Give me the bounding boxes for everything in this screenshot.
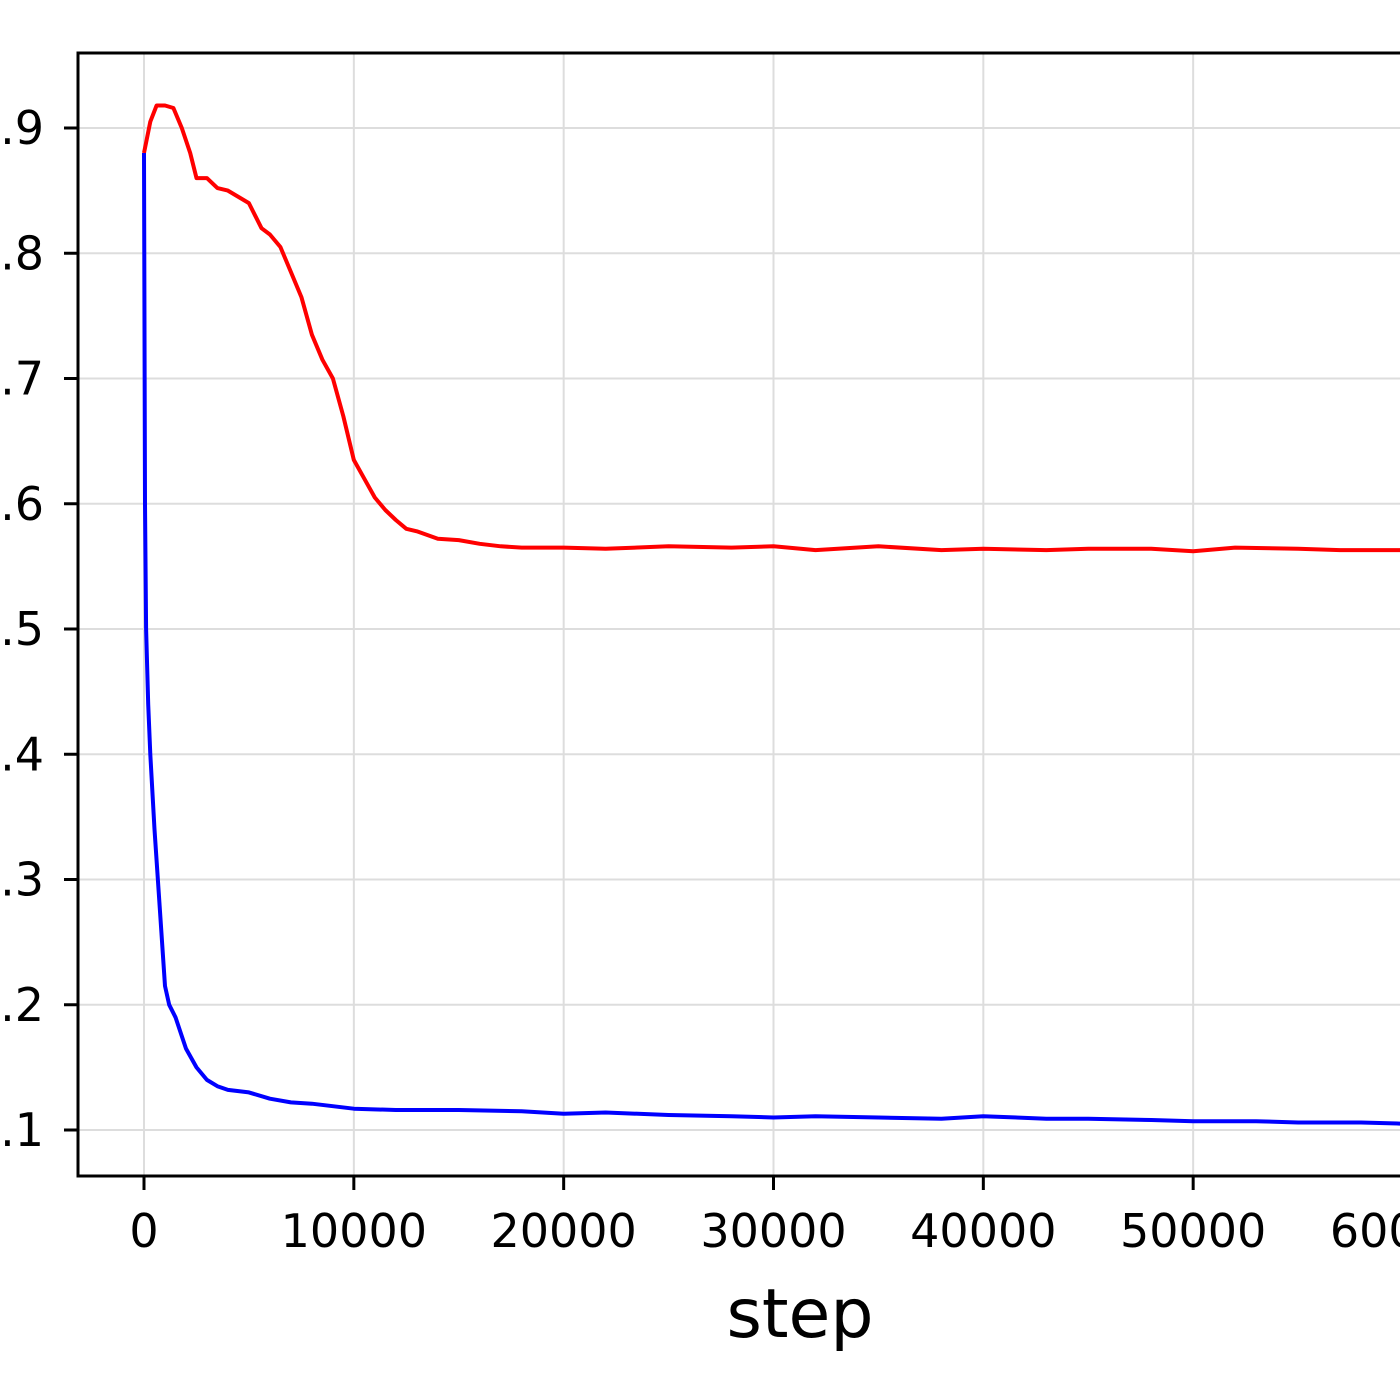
series-lines (142, 103, 1400, 1126)
series-line-1 (142, 152, 1400, 1126)
y-tick-label: 0.9 (0, 101, 44, 155)
y-tick-label: 0.5 (0, 602, 44, 656)
ticks: 0 10000 20000 30000 40000 50000 60000 0.1 0.2 0.3… (0, 101, 1400, 1258)
x-tick-label: 40000 (910, 1204, 1056, 1258)
y-tick-label: 0.2 (0, 978, 44, 1032)
y-tick-label: 0.4 (0, 727, 44, 781)
series-line-0 (142, 103, 1400, 554)
x-tick-label: 0 (129, 1204, 158, 1258)
grid (78, 53, 1400, 1176)
y-tick-label: 0.7 (0, 352, 44, 406)
x-tick-label: 50000 (1120, 1204, 1266, 1258)
y-tick-label: 0.1 (0, 1103, 44, 1157)
x-axis-label: step (726, 1275, 873, 1354)
x-tick-label: 60000 (1330, 1204, 1400, 1258)
y-tick-label: 0.8 (0, 226, 44, 280)
plot-frame (76, 51, 1400, 1178)
y-tick-label: 0.3 (0, 853, 44, 907)
x-tick-label: 30000 (700, 1204, 846, 1258)
x-tick-label: 20000 (490, 1204, 636, 1258)
y-tick-label: 0.6 (0, 477, 44, 531)
x-tick-label: 10000 (281, 1204, 427, 1258)
